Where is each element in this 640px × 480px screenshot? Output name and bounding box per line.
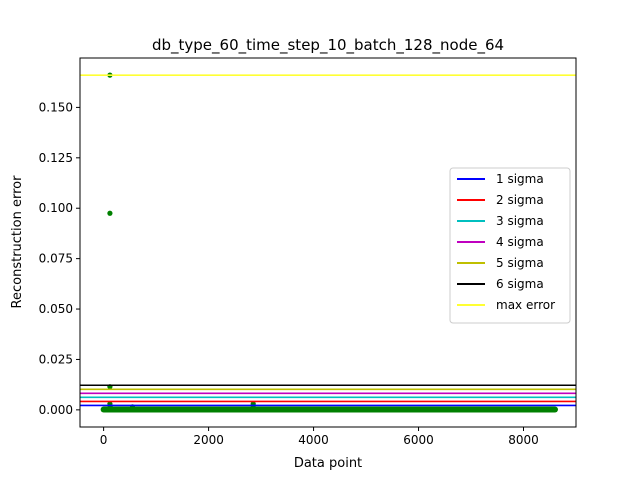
x-tick-label: 2000 — [193, 433, 224, 447]
y-tick-label: 0.075 — [39, 252, 73, 266]
data-point — [107, 210, 113, 216]
y-axis-label: Reconstruction error — [10, 175, 25, 309]
baseline-points — [100, 406, 559, 413]
legend: 1 sigma 2 sigma 3 sigma 4 sigma 5 sigma 6 sig… — [449, 167, 571, 324]
y-tick-label: 0.025 — [39, 352, 73, 366]
y-tick-label: 0.150 — [39, 100, 73, 114]
chart-title: db_type_60_time_step_10_batch_128_node_6… — [152, 36, 504, 55]
legend-label: 2 sigma — [496, 193, 544, 207]
x-axis-label: Data point — [294, 456, 362, 471]
legend-label: max error — [496, 298, 555, 312]
x-tick-label: 0 — [100, 433, 108, 447]
y-tick-label: 0.125 — [39, 151, 73, 165]
x-tick-label: 8000 — [508, 433, 539, 447]
y-tick-label: 0.000 — [39, 403, 73, 417]
legend-label: 6 sigma — [496, 277, 544, 291]
y-tick-label: 0.050 — [39, 302, 73, 316]
legend-label: 3 sigma — [496, 214, 544, 228]
x-tick-label: 4000 — [298, 433, 329, 447]
legend-label: 4 sigma — [496, 235, 544, 249]
plot-frame — [79, 57, 577, 428]
legend-label: 5 sigma — [496, 256, 544, 270]
legend-label: 1 sigma — [496, 172, 544, 186]
x-axis: 0 2000 4000 6000 8000 — [100, 427, 539, 447]
x-tick-label: 6000 — [403, 433, 434, 447]
y-axis: 0.000 0.025 0.050 0.075 0.100 0.125 0.150 — [39, 100, 80, 417]
y-tick-label: 0.100 — [39, 201, 73, 215]
